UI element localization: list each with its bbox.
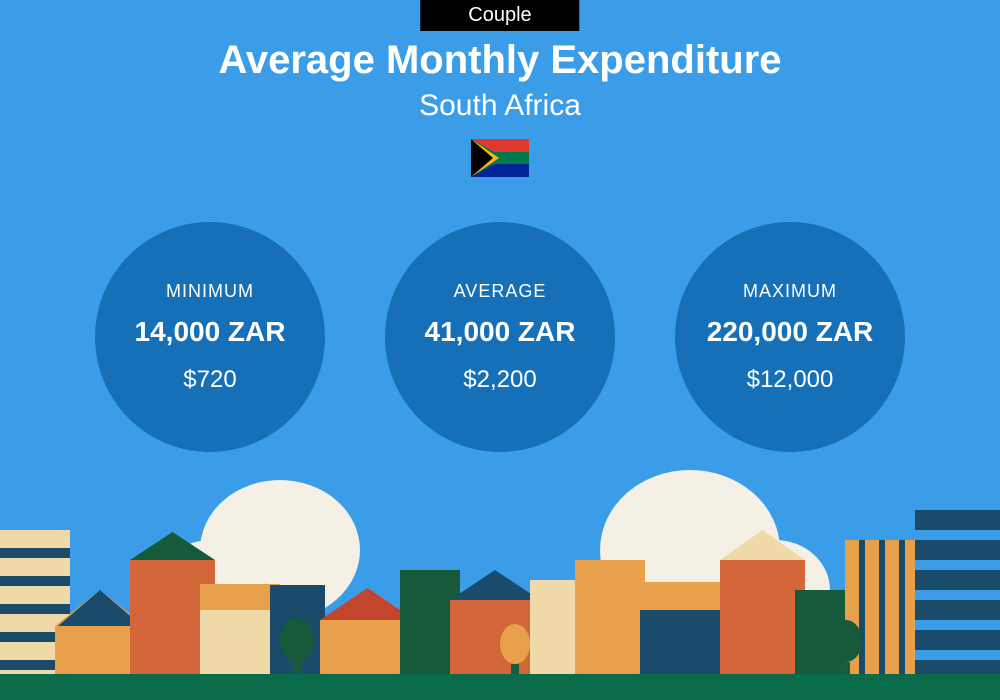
- stat-average: AVERAGE 41,000 ZAR $2,200: [385, 222, 615, 452]
- stat-zar: 41,000 ZAR: [425, 316, 576, 348]
- badge-text: Couple: [468, 4, 531, 26]
- stat-minimum: MINIMUM 14,000 ZAR $720: [95, 222, 325, 452]
- stat-label: MINIMUM: [166, 281, 254, 302]
- stat-usd: $720: [183, 366, 236, 394]
- page-title: Average Monthly Expenditure: [0, 38, 1000, 83]
- stat-label: AVERAGE: [454, 281, 547, 302]
- stat-usd: $12,000: [747, 366, 834, 394]
- stat-maximum: MAXIMUM 220,000 ZAR $12,000: [675, 222, 905, 452]
- page-subtitle: South Africa: [0, 89, 1000, 123]
- stat-zar: 14,000 ZAR: [135, 316, 286, 348]
- stat-zar: 220,000 ZAR: [707, 316, 874, 348]
- category-badge: Couple: [420, 0, 579, 31]
- cityscape-illustration: [0, 500, 1000, 700]
- south-africa-flag-icon: [471, 139, 529, 177]
- stats-row: MINIMUM 14,000 ZAR $720 AVERAGE 41,000 Z…: [0, 222, 1000, 452]
- stat-usd: $2,200: [463, 366, 536, 394]
- stat-label: MAXIMUM: [743, 281, 837, 302]
